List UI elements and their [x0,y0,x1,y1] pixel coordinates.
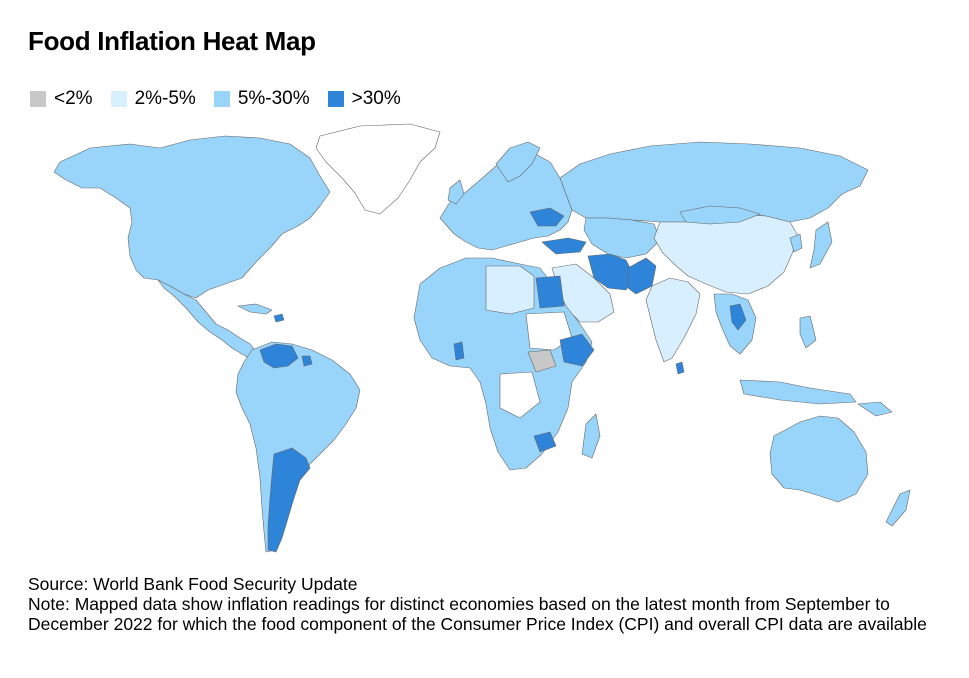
region-papua-new-guinea [857,401,893,417]
region-laos [729,303,747,331]
region-africa [413,257,593,471]
region-zimbabwe [533,431,557,453]
region-india [645,277,701,363]
region-ethiopia [559,333,595,367]
legend-item-over-30: >30% [327,88,401,110]
region-new-zealand [885,489,911,527]
region-algeria-libya [485,265,535,315]
world-map [53,123,911,553]
legend-swatch-2-5 [110,91,127,107]
region-mongolia [679,205,761,225]
legend-swatch-5-30 [213,91,230,107]
region-uk [447,179,465,205]
region-haiti [273,313,285,323]
legend-item-5-30: 5%-30% [213,88,310,110]
note-text: Note: Mapped data show inflation reading… [28,594,927,634]
region-central-america [157,279,259,361]
legend-label-2-5: 2%-5% [134,88,196,109]
region-japan [809,221,833,269]
region-egypt [535,275,565,309]
footer: Source: World Bank Food Security Update … [28,574,948,634]
region-venezuela [259,343,299,369]
region-korea [789,233,803,253]
region-south-sudan [527,349,557,373]
region-south-america [235,341,361,553]
legend: <2% 2%-5% 5%-30% >30% [30,88,419,110]
region-greenland [315,123,441,215]
region-suriname [301,355,313,367]
chart-title: Food Inflation Heat Map [28,26,316,56]
region-north-america [53,135,331,299]
region-madagascar [581,413,601,459]
region-sri-lanka [675,361,685,375]
region-ukraine [529,207,565,227]
legend-item-2-5: 2%-5% [110,88,196,110]
legend-label-over-30: >30% [351,88,401,109]
region-central-africa [499,371,541,419]
legend-swatch-under-2 [30,91,46,107]
region-indonesia [739,379,857,405]
legend-label-5-30: 5%-30% [237,88,310,109]
region-philippines [799,315,817,349]
region-caribbean [237,303,273,315]
region-central-asia [583,217,661,259]
region-turkey [541,237,587,255]
region-australia [769,415,869,503]
region-ghana [453,341,465,361]
legend-label-under-2: <2% [54,88,93,109]
source-text: Source: World Bank Food Security Update [28,574,358,594]
legend-swatch-over-30 [327,91,344,107]
region-argentina [267,447,311,553]
legend-item-under-2: <2% [30,88,93,110]
region-scandinavia [495,141,541,183]
